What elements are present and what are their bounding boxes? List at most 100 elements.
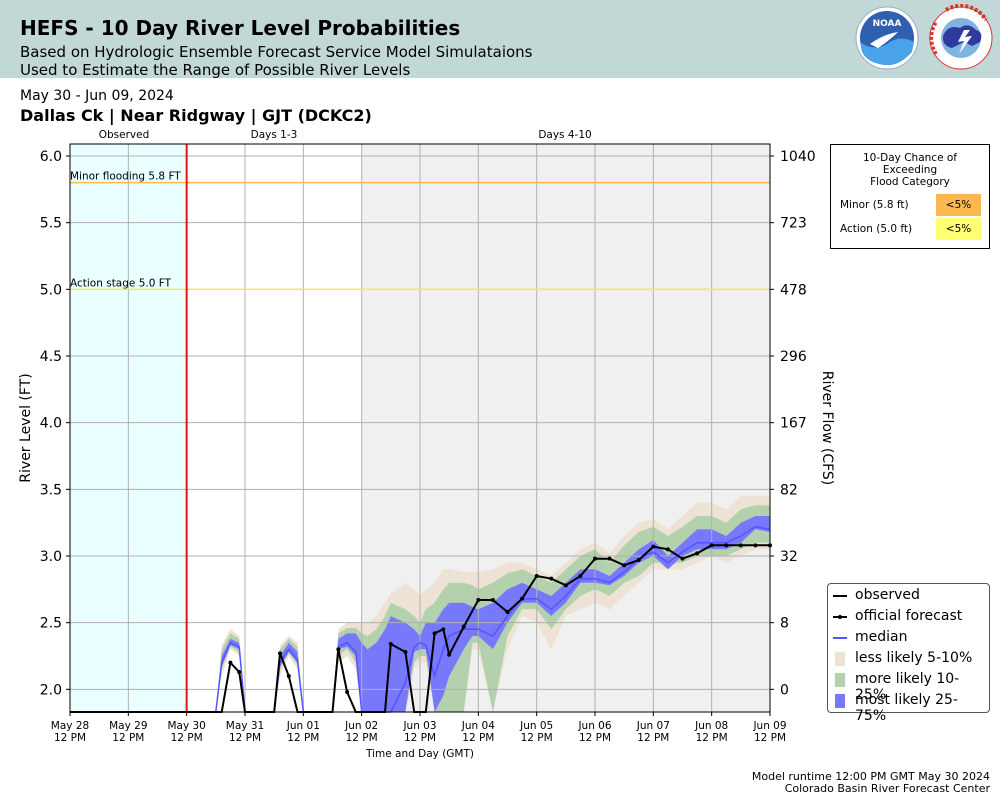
y-tick-label: 2.5 xyxy=(40,616,62,632)
y-tick-label: 3.0 xyxy=(40,549,62,565)
y2-tick-label: 8 xyxy=(780,616,789,632)
x-tick-date: Jun 01 xyxy=(286,720,320,732)
forecast-point xyxy=(447,652,452,657)
legend-label: most likely 25-75% xyxy=(855,692,958,724)
region-label-days-1-3: Days 1-3 xyxy=(251,129,298,141)
forecast-point xyxy=(228,660,233,665)
x-tick-date: May 31 xyxy=(226,720,264,732)
legend-swatch-median xyxy=(833,637,847,639)
page-title: HEFS - 10 Day River Level Probabilities xyxy=(20,16,461,40)
forecast-point xyxy=(578,574,583,578)
region-label-days-4-10: Days 4-10 xyxy=(538,129,591,141)
x-tick-time: 12 PM xyxy=(229,732,261,744)
y2-tick-label: 1040 xyxy=(780,149,816,165)
y2-tick-label: 478 xyxy=(780,282,807,298)
legend-item-observed: observed xyxy=(832,586,987,606)
forecast-point xyxy=(505,610,510,614)
forecast-point xyxy=(549,576,554,581)
flood-row-action-value: <5% xyxy=(936,218,981,240)
y2-tick-label: 167 xyxy=(780,416,807,432)
legend-label: median xyxy=(855,629,908,645)
forecast-point xyxy=(665,547,670,552)
region-days-1-3 xyxy=(186,144,362,712)
forecast-point xyxy=(607,556,612,561)
y-tick-label: 6.0 xyxy=(40,149,62,165)
x-tick-time: 12 PM xyxy=(637,732,669,744)
forecast-point xyxy=(534,574,539,578)
forecast-point xyxy=(695,551,700,556)
legend-swatch-more-likely xyxy=(835,673,845,687)
band-less-likely-lower xyxy=(186,542,770,712)
forecast-point xyxy=(622,563,627,568)
forecast-point xyxy=(403,650,408,654)
chart-legend: observed official forecast median less l… xyxy=(827,583,990,724)
forecast-point xyxy=(286,674,291,678)
x-tick-date: Jun 07 xyxy=(636,720,670,732)
forecast-point xyxy=(461,624,466,629)
forecast-point xyxy=(636,558,641,562)
x-tick-date: Jun 09 xyxy=(752,720,786,732)
y2-tick-label: 0 xyxy=(780,682,789,698)
grid-lines xyxy=(69,144,771,712)
x-tick-date: May 30 xyxy=(167,720,205,732)
legend-swatch-observed xyxy=(833,595,847,597)
noaa-logo-text: NOAA xyxy=(873,19,902,29)
x-tick-time: 12 PM xyxy=(462,732,494,744)
y-tick-label: 5.0 xyxy=(40,282,62,298)
forecast-point xyxy=(724,543,729,548)
legend-item-more-likely: more likely 10-25% xyxy=(832,670,987,703)
forecast-point xyxy=(441,627,446,632)
x-tick-time: 12 PM xyxy=(754,732,786,744)
forecast-point xyxy=(278,651,282,656)
page-subtitle-2: Used to Estimate the Range of Possible R… xyxy=(20,61,411,79)
legend-label: less likely 5-10% xyxy=(855,650,973,666)
flood-thresholds: Minor flooding 5.8 FT Action stage 5.0 FT xyxy=(70,144,770,712)
forecast-point xyxy=(680,556,685,561)
legend-item-official-forecast: official forecast xyxy=(832,607,987,627)
forecast-point xyxy=(563,583,568,588)
x-tick-date: Jun 08 xyxy=(694,720,728,732)
forecast-point xyxy=(738,543,743,548)
y-tick-label: 2.0 xyxy=(40,682,62,698)
legend-swatch-forecast xyxy=(833,615,847,619)
x-tick-time: 12 PM xyxy=(696,732,728,744)
region-label-observed: Observed xyxy=(99,129,150,141)
x-tick-time: 12 PM xyxy=(54,732,86,744)
legend-item-most-likely: most likely 25-75% xyxy=(832,691,987,724)
x-tick-date: May 28 xyxy=(51,720,89,732)
station-location: Dallas Ck | Near Ridgway | GJT (DCKC2) xyxy=(20,106,372,125)
y-tick-label: 4.5 xyxy=(40,349,62,365)
y2-tick-label: 296 xyxy=(780,349,807,365)
flood-table-title-line: Exceeding xyxy=(882,164,938,176)
y2-tick-label: 32 xyxy=(780,549,798,565)
x-tick-date: Jun 05 xyxy=(519,720,553,732)
date-range: May 30 - Jun 09, 2024 xyxy=(20,88,174,104)
x-tick-date: Jun 04 xyxy=(461,720,495,732)
forecast-point xyxy=(520,596,525,601)
x-tick-time: 12 PM xyxy=(287,732,319,744)
model-runtime: Model runtime 12:00 PM GMT May 30 2024 xyxy=(751,770,990,783)
forecast-point xyxy=(753,543,758,548)
x-tick-date: May 29 xyxy=(109,720,147,732)
threshold-label: Action stage 5.0 FT xyxy=(70,277,172,289)
y2-tick-label: 82 xyxy=(780,482,798,498)
header-banner: HEFS - 10 Day River Level Probabilities … xyxy=(0,0,1000,79)
y2-axis-title: River Flow (CFS) xyxy=(819,371,835,486)
flood-table-title-line: 10-Day Chance of xyxy=(863,152,957,164)
page-subtitle-1: Based on Hydrologic Ensemble Forecast Se… xyxy=(20,43,533,61)
x-tick-date: Jun 02 xyxy=(344,720,378,732)
noaa-logo: NOAA xyxy=(855,6,919,70)
forecast-point xyxy=(651,544,656,549)
forecast-center: Colorado Basin River Forecast Center xyxy=(784,782,990,795)
x-tick-time: 12 PM xyxy=(521,732,553,744)
forecast-point xyxy=(388,642,393,646)
y2-tick-label: 723 xyxy=(780,216,807,232)
x-tick-date: Jun 06 xyxy=(577,720,611,732)
x-tick-time: 12 PM xyxy=(112,732,144,744)
y-tick-label: 5.5 xyxy=(40,216,62,232)
forecast-point xyxy=(709,543,714,548)
forecast-point xyxy=(476,598,481,602)
y-axis-title: River Level (FT) xyxy=(18,373,34,482)
